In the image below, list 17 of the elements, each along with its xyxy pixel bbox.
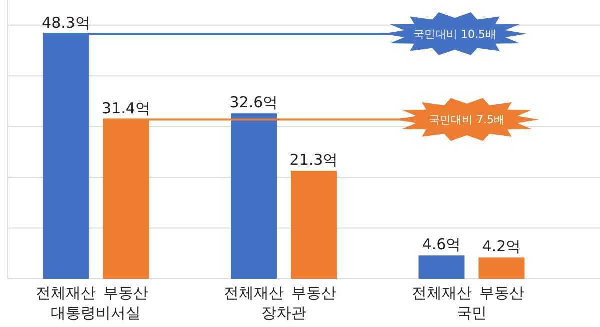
- ref-line-label: 국민대비 7.5배: [429, 114, 505, 127]
- text: 부동산: [292, 284, 336, 302]
- text: 부동산: [479, 284, 524, 302]
- data-label: 4.2억: [482, 238, 522, 256]
- text: 전체재산: [412, 284, 472, 302]
- data-label: 31.4억: [102, 100, 150, 118]
- series-label: 전체재산: [36, 284, 96, 302]
- x-tick-label: 대통령비서실: [51, 304, 142, 322]
- x-tick-label: 국민: [456, 304, 487, 322]
- ref-line-label: 국민대비 10.5배: [414, 28, 496, 41]
- data-label: 48.3억: [42, 14, 90, 32]
- text: 전체재산: [224, 284, 284, 302]
- x-tick-label: 장차관: [262, 304, 306, 322]
- data-label: 21.3억: [290, 150, 338, 169]
- data-label: 4.6억: [422, 236, 462, 254]
- series-label: 부동산: [104, 284, 149, 302]
- data-label: 32.6억: [230, 94, 278, 112]
